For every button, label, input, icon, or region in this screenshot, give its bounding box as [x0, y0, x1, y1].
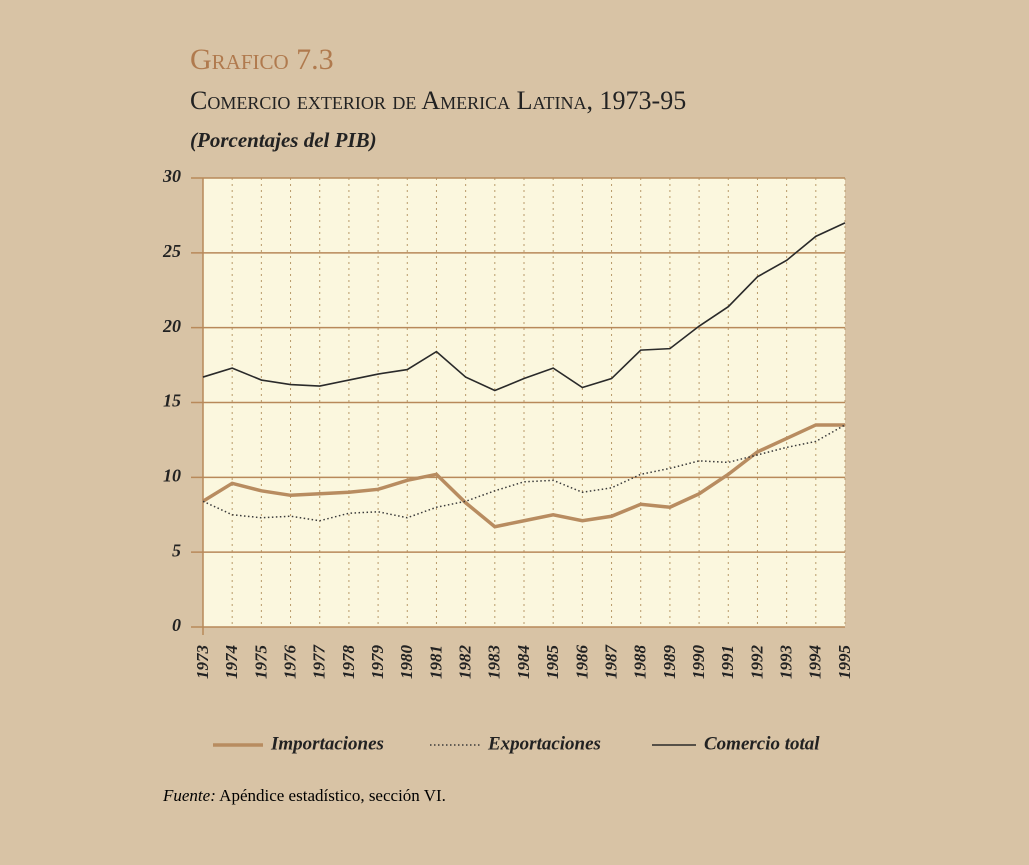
source-label: Fuente: [162, 786, 216, 805]
x-tick-label: 1986 [572, 645, 591, 680]
x-tick-label: 1990 [689, 645, 708, 680]
x-tick-label: 1993 [777, 645, 796, 680]
x-tick-label: 1983 [485, 645, 504, 680]
x-tick-label: 1978 [339, 645, 358, 680]
x-tick-label: 1984 [514, 645, 533, 679]
x-tick-label: 1991 [718, 645, 737, 679]
y-tick-label: 5 [172, 540, 181, 560]
x-tick-label: 1979 [368, 645, 387, 680]
y-tick-label: 30 [162, 166, 181, 186]
x-tick-label: 1973 [193, 645, 212, 680]
chart-title: Grafico 7.3 [190, 43, 334, 76]
x-tick-label: 1980 [397, 645, 416, 680]
legend-label: Exportaciones [487, 733, 601, 754]
x-tick-label: 1976 [280, 645, 299, 680]
y-tick-label: 25 [162, 241, 181, 261]
x-tick-label: 1994 [806, 645, 825, 679]
series-line [202, 222, 846, 392]
source-text: Apéndice estadístico, sección VI. [219, 786, 446, 805]
y-tick-label: 0 [172, 615, 181, 635]
x-tick-label: 1975 [251, 645, 270, 680]
chart-subtitle: Comercio exterior de America Latina, 197… [190, 86, 686, 115]
source: Fuente: Apéndice estadístico, sección VI… [162, 786, 446, 805]
x-tick-label: 1985 [543, 645, 562, 680]
x-tick-label: 1992 [747, 645, 766, 680]
y-tick-label: 15 [163, 391, 181, 411]
y-tick-label: 10 [163, 465, 181, 485]
x-tick-label: 1988 [631, 645, 650, 680]
x-tick-label: 1981 [426, 645, 445, 679]
unit-note: (Porcentajes del PIB) [190, 128, 377, 152]
y-tick-label: 20 [162, 316, 181, 336]
x-tick-label: 1987 [601, 644, 620, 680]
x-tick-label: 1989 [660, 645, 679, 680]
x-tick-label: 1995 [835, 645, 854, 680]
series-line [202, 424, 846, 522]
legend-label: Importaciones [270, 733, 384, 754]
x-tick-label: 1974 [222, 645, 241, 679]
legend-label: Comercio total [704, 733, 820, 754]
x-tick-label: 1977 [310, 644, 329, 680]
x-tick-label: 1982 [456, 645, 475, 680]
series-line [202, 423, 845, 529]
